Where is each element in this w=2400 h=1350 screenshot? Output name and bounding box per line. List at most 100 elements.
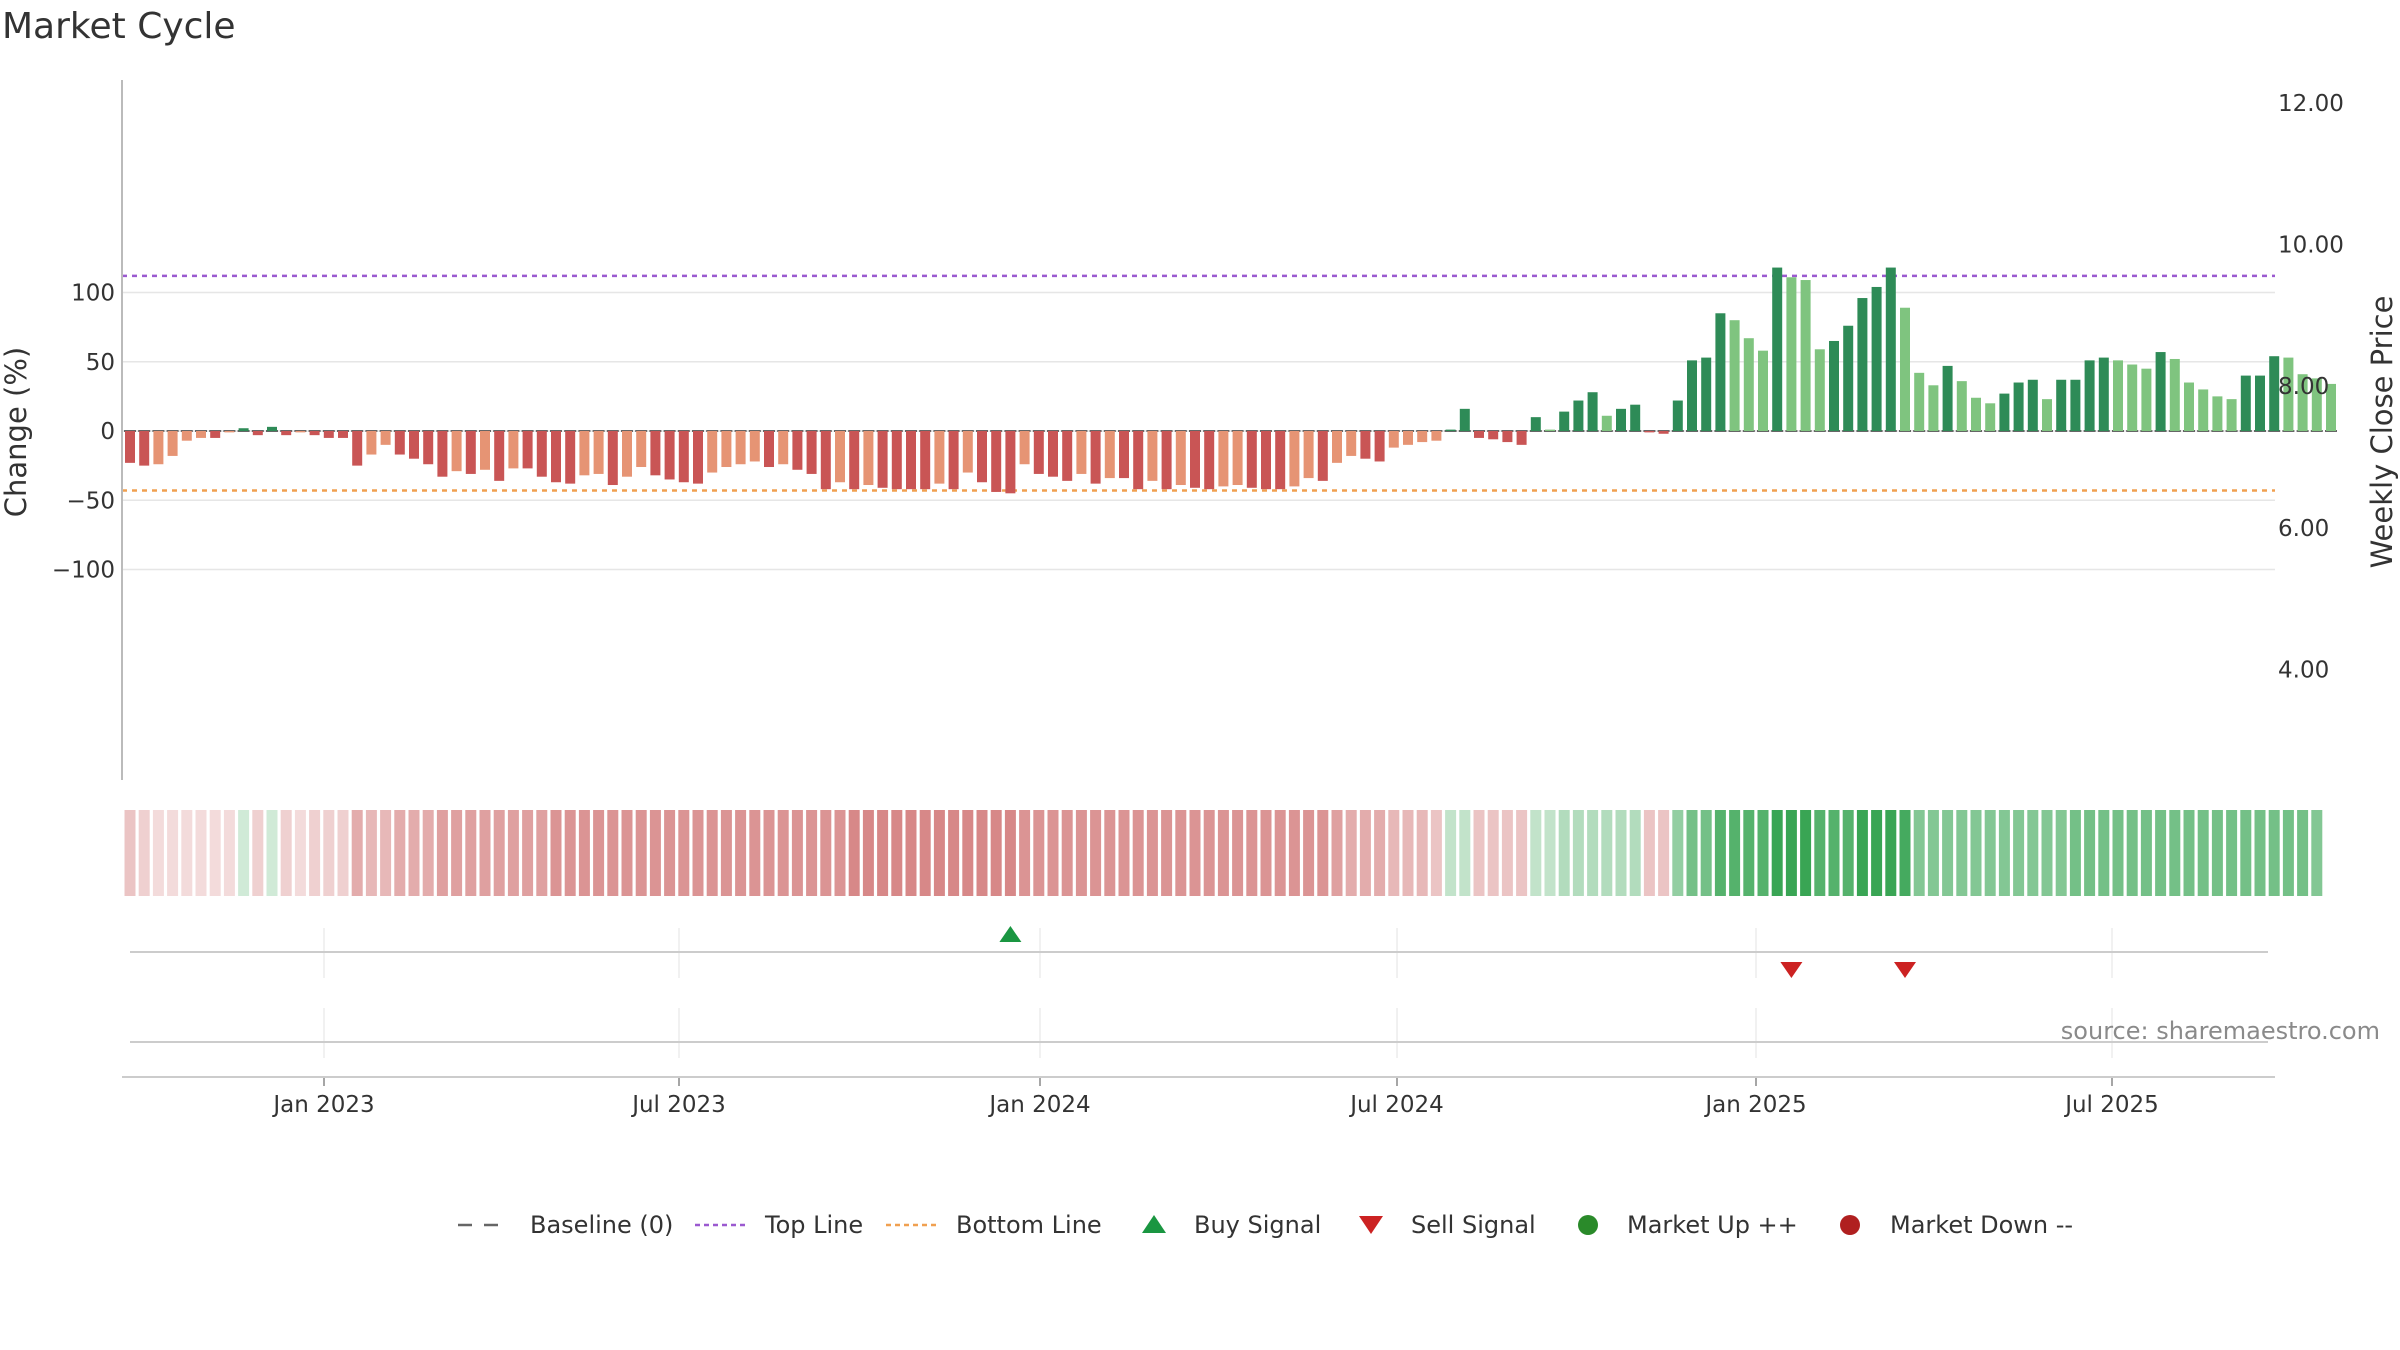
heat-strip-cell bbox=[1104, 810, 1116, 896]
change-bar bbox=[2056, 379, 2067, 431]
buy-signal-marker bbox=[999, 926, 1022, 942]
change-bar bbox=[551, 431, 561, 483]
heat-strip-cell bbox=[1132, 810, 1144, 896]
heat-strip-cell bbox=[2084, 810, 2096, 896]
heat-strip-cell bbox=[167, 810, 179, 896]
y-axis-label: Change (%) bbox=[0, 347, 33, 517]
heat-strip-cell bbox=[2197, 810, 2209, 896]
change-bar bbox=[281, 431, 292, 436]
heat-strip-cell bbox=[309, 810, 321, 896]
heat-strip-cell bbox=[791, 810, 803, 896]
change-bar bbox=[593, 431, 604, 474]
change-bar bbox=[1261, 431, 1271, 490]
change-bar bbox=[210, 431, 221, 438]
change-bar bbox=[877, 431, 888, 488]
legend-label: Bottom Line bbox=[956, 1211, 1102, 1239]
change-bar bbox=[1715, 313, 1726, 431]
heat-strip-cell bbox=[1970, 810, 1982, 896]
change-bar bbox=[1431, 431, 1442, 441]
heat-strip-cell bbox=[1572, 810, 1584, 896]
heat-strip-cell bbox=[976, 810, 988, 896]
heat-strip-cell bbox=[1558, 810, 1570, 896]
heat-strip-cell bbox=[1203, 810, 1215, 896]
heat-strip-cell bbox=[1856, 810, 1868, 896]
change-bar bbox=[1090, 431, 1101, 484]
change-bar bbox=[2184, 382, 2194, 431]
change-bar bbox=[423, 431, 434, 465]
change-bar bbox=[394, 431, 405, 455]
change-bar bbox=[1374, 431, 1385, 462]
change-bar bbox=[1005, 431, 1016, 494]
change-bars bbox=[125, 267, 2336, 494]
heat-strip-cell bbox=[933, 810, 945, 896]
change-bar bbox=[1488, 431, 1499, 440]
change-bar bbox=[1289, 431, 1300, 487]
heat-strip-cell bbox=[706, 810, 718, 896]
change-bar bbox=[451, 431, 462, 472]
heat-strip-cell bbox=[678, 810, 690, 896]
change-bar bbox=[1232, 431, 1243, 486]
heat-strip-cell bbox=[351, 810, 363, 896]
change-bar bbox=[1672, 400, 1683, 431]
change-bar bbox=[409, 431, 419, 459]
change-bar bbox=[2070, 379, 2081, 431]
heat-strip-cell bbox=[1374, 810, 1386, 896]
heat-strip-cell bbox=[1686, 810, 1698, 896]
heat-strip-cell bbox=[1288, 810, 1300, 896]
change-bar bbox=[1530, 417, 1541, 431]
heat-strip-cell bbox=[493, 810, 505, 896]
change-bar bbox=[252, 431, 263, 436]
heat-strip-cell bbox=[1217, 810, 1229, 896]
heat-strip-cell bbox=[1303, 810, 1315, 896]
heat-strip-cell bbox=[621, 810, 633, 896]
x-tick-label: Jul 2025 bbox=[2063, 1092, 2159, 1118]
change-bar bbox=[295, 431, 306, 433]
x-tick-label: Jan 2023 bbox=[271, 1092, 374, 1118]
change-bar bbox=[536, 431, 547, 477]
heat-strip-cell bbox=[2112, 810, 2124, 896]
change-bar bbox=[494, 431, 505, 481]
change-bar bbox=[707, 431, 718, 473]
heat-strip-cell bbox=[1019, 810, 1031, 896]
y2-tick-label: 6.00 bbox=[2278, 516, 2329, 542]
heat-strip-cell bbox=[635, 810, 647, 896]
x-tick-label: Jul 2023 bbox=[630, 1092, 726, 1118]
heat-strip-cell bbox=[1445, 810, 1457, 896]
change-bar bbox=[1119, 431, 1129, 479]
change-bar bbox=[1459, 408, 1470, 431]
change-bar bbox=[1516, 431, 1527, 445]
heat-strip-cell bbox=[1871, 810, 1883, 896]
y2-tick-label: 8.00 bbox=[2278, 374, 2329, 400]
change-bar bbox=[1658, 431, 1669, 434]
heat-strip-cell bbox=[891, 810, 903, 896]
heat-strip-cell bbox=[1189, 810, 1201, 896]
change-bar bbox=[1942, 365, 1953, 431]
change-bar bbox=[153, 431, 164, 465]
heat-strip-cell bbox=[1771, 810, 1783, 896]
y-tick-label: −50 bbox=[66, 488, 115, 514]
change-bar bbox=[1076, 431, 1087, 474]
heat-strip-cell bbox=[1998, 810, 2010, 896]
legend-label: Buy Signal bbox=[1194, 1211, 1321, 1239]
heat-strip-cell bbox=[1359, 810, 1371, 896]
change-bar bbox=[1772, 267, 1783, 431]
heat-strip-cell bbox=[2254, 810, 2266, 896]
change-bar bbox=[1474, 431, 1484, 438]
change-bar bbox=[2098, 357, 2109, 431]
heat-strip-cell bbox=[1587, 810, 1599, 896]
heat-strip-cell bbox=[1885, 810, 1897, 896]
heat-strip-cell bbox=[2013, 810, 2025, 896]
heat-strip-cell bbox=[522, 810, 534, 896]
heat-strip-cell bbox=[1118, 810, 1130, 896]
heat-strip-cell bbox=[2297, 810, 2309, 896]
change-bar bbox=[139, 431, 150, 466]
change-bar bbox=[920, 431, 931, 490]
change-bar bbox=[1871, 286, 1882, 431]
heat-strip-cell bbox=[664, 810, 676, 896]
change-bar bbox=[977, 431, 987, 483]
heat-strip-cell bbox=[2211, 810, 2223, 896]
change-bar bbox=[323, 431, 334, 438]
heat-strip-cell bbox=[1047, 810, 1059, 896]
change-bar bbox=[1346, 431, 1357, 456]
change-bar bbox=[1545, 429, 1555, 431]
